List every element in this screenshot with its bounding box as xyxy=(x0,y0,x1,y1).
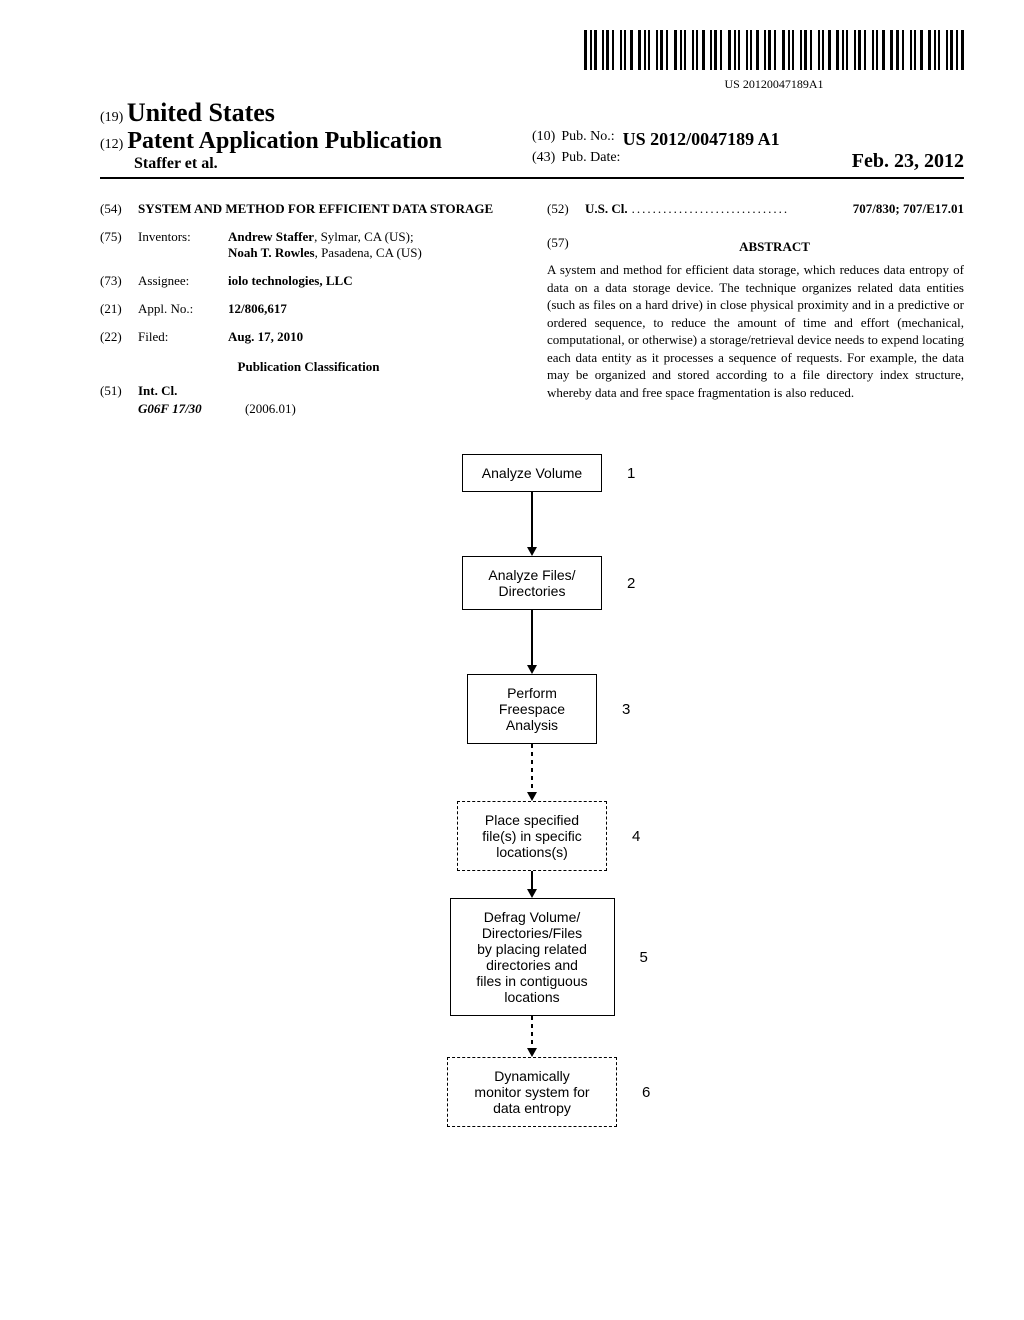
pub-type-line: (12) Patent Application Publication xyxy=(100,128,532,155)
barcode-label: US 20120047189A1 xyxy=(584,77,964,92)
inventors-value: Andrew Staffer, Sylmar, CA (US); Noah T.… xyxy=(228,229,517,261)
intcl-code: (51) xyxy=(100,383,138,399)
applno-code: (21) xyxy=(100,301,138,317)
pub-no: US 2012/0047189 A1 xyxy=(623,129,780,150)
barcode: US 20120047189A1 xyxy=(584,30,964,92)
pub-type-code: (12) xyxy=(100,137,123,152)
dots: .............................. xyxy=(632,201,849,217)
pub-date-code: (43) xyxy=(532,150,555,173)
inventor2-name: Noah T. Rowles xyxy=(228,245,315,260)
assignee-code: (73) xyxy=(100,273,138,289)
invention-title: SYSTEM AND METHOD FOR EFFICIENT DATA STO… xyxy=(138,201,517,217)
uscl-value-text: 707/830; 707/E17.01 xyxy=(853,201,964,216)
pub-date: Feb. 23, 2012 xyxy=(852,150,964,173)
pub-date-label: Pub. Date: xyxy=(561,150,620,173)
inventors-code: (75) xyxy=(100,229,138,245)
intcl-class: G06F 17/30 xyxy=(138,401,202,416)
abstract-block: (57) ABSTRACT A system and method for ef… xyxy=(547,235,964,401)
flow-row: Place specifiedfile(s) in specificlocati… xyxy=(412,801,652,871)
country-code: (19) xyxy=(100,110,123,125)
flow-row: PerformFreespaceAnalysis 3 xyxy=(422,674,642,744)
biblio-right: (52) U.S. Cl. ..........................… xyxy=(547,201,964,429)
flow-row: Analyze Volume 1 xyxy=(417,454,647,492)
flow-box-6: Dynamicallymonitor system fordata entrop… xyxy=(447,1057,617,1127)
flow-row: Dynamicallymonitor system fordata entrop… xyxy=(402,1057,662,1127)
abstract-code: (57) xyxy=(547,235,585,261)
flow-arrow xyxy=(527,871,537,898)
applno-label: Appl. No.: xyxy=(138,301,228,317)
barcode-svg xyxy=(584,30,964,70)
title-code: (54) xyxy=(100,201,138,217)
flow-num: 6 xyxy=(642,1084,662,1101)
authors: Staffer et al. xyxy=(100,155,532,173)
country: United States xyxy=(127,98,275,127)
flow-arrow xyxy=(527,610,537,674)
pub-date-line: (43) Pub. Date: Feb. 23, 2012 xyxy=(532,150,964,173)
flow-num: 3 xyxy=(622,701,642,718)
filed: Aug. 17, 2010 xyxy=(228,329,303,344)
header-row: (19) United States (12) Patent Applicati… xyxy=(100,98,964,179)
filed-code: (22) xyxy=(100,329,138,345)
flow-num: 2 xyxy=(627,575,647,592)
intcl-year: (2006.01) xyxy=(245,401,296,416)
assignee: iolo technologies, LLC xyxy=(228,273,353,288)
flow-box-4: Place specifiedfile(s) in specificlocati… xyxy=(457,801,607,871)
flow-box-1: Analyze Volume xyxy=(462,454,602,492)
flow-arrow xyxy=(527,492,537,556)
intcl-label: Int. Cl. xyxy=(138,383,177,398)
country-line: (19) United States xyxy=(100,98,532,128)
inventor1-name: Andrew Staffer xyxy=(228,229,314,244)
uscl-label: U.S. Cl. xyxy=(585,201,628,217)
flow-box-5: Defrag Volume/Directories/Filesby placin… xyxy=(450,898,615,1016)
flow-box-3: PerformFreespaceAnalysis xyxy=(467,674,597,744)
inventor1-loc: , Sylmar, CA (US); xyxy=(314,229,414,244)
flow-box-2: Analyze Files/Directories xyxy=(462,556,602,610)
pub-no-line: (10) Pub. No.: US 2012/0047189 A1 xyxy=(532,129,964,150)
pub-no-label: Pub. No.: xyxy=(561,129,614,150)
abstract-heading: ABSTRACT xyxy=(739,239,810,254)
pub-type: Patent Application Publication xyxy=(127,128,442,154)
biblio-left: (54) SYSTEM AND METHOD FOR EFFICIENT DAT… xyxy=(100,201,517,429)
flow-arrow xyxy=(527,1016,537,1057)
flow-num: 1 xyxy=(627,465,647,482)
uscl-code: (52) xyxy=(547,201,585,217)
biblio: (54) SYSTEM AND METHOD FOR EFFICIENT DAT… xyxy=(100,189,964,429)
filed-label: Filed: xyxy=(138,329,228,345)
flowchart: Analyze Volume 1 Analyze Files/Directories… xyxy=(100,454,964,1127)
applno: 12/806,617 xyxy=(228,301,287,316)
pub-class-heading: Publication Classification xyxy=(100,359,517,375)
pub-no-code: (10) xyxy=(532,129,555,150)
inventors-label: Inventors: xyxy=(138,229,228,245)
flow-arrow xyxy=(527,744,537,801)
assignee-label: Assignee: xyxy=(138,273,228,289)
flow-row: Analyze Files/Directories 2 xyxy=(417,556,647,610)
flow-num: 5 xyxy=(640,949,660,966)
inventor2-loc: , Pasadena, CA (US) xyxy=(315,245,422,260)
barcode-region: US 20120047189A1 xyxy=(100,30,964,93)
flow-row: Defrag Volume/Directories/Filesby placin… xyxy=(405,898,660,1016)
flow-num: 4 xyxy=(632,828,652,845)
abstract-text: A system and method for efficient data s… xyxy=(547,261,964,401)
uscl-value: 707/830; 707/E17.01 xyxy=(853,201,964,217)
